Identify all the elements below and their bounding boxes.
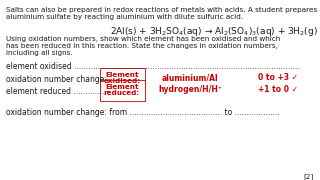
Text: element oxidised ...............................................................: element oxidised .......................… — [6, 62, 300, 71]
Text: including all signs.: including all signs. — [6, 50, 73, 56]
Text: Element: Element — [105, 84, 139, 90]
Text: element reduced ...............: element reduced ............... — [6, 87, 109, 96]
Text: Using oxidation numbers, show which element has been oxidised and which: Using oxidation numbers, show which elem… — [6, 36, 280, 42]
Text: aluminium sulfate by reacting aluminium with dilute sulfuric acid.: aluminium sulfate by reacting aluminium … — [6, 14, 243, 20]
Text: oxidation number change: from ....................................... to .......: oxidation number change: from ..........… — [6, 108, 280, 117]
Text: has been reduced in this reaction. State the changes in oxidation numbers,: has been reduced in this reaction. State… — [6, 43, 278, 49]
Text: Element: Element — [105, 72, 139, 78]
Text: oxidised:: oxidised: — [103, 78, 140, 84]
Text: reduced:: reduced: — [104, 90, 140, 96]
Text: Salts can also be prepared in redox reactions of metals with acids. A student pr: Salts can also be prepared in redox reac… — [6, 7, 320, 13]
Text: aluminium/Al: aluminium/Al — [162, 73, 218, 82]
Text: +1 to 0 ✓: +1 to 0 ✓ — [258, 86, 298, 94]
Text: oxidation number change:: oxidation number change: — [6, 75, 107, 84]
FancyBboxPatch shape — [100, 80, 145, 100]
Text: 2Al(s) + 3H$_2$SO$_4$(aq) → Al$_2$(SO$_4$)$_3$(aq) + 3H$_2$(g): 2Al(s) + 3H$_2$SO$_4$(aq) → Al$_2$(SO$_4… — [110, 25, 318, 38]
Text: hydrogen/H/H⁺: hydrogen/H/H⁺ — [158, 86, 222, 94]
FancyBboxPatch shape — [100, 68, 145, 89]
Text: 0 to +3 ✓: 0 to +3 ✓ — [258, 73, 298, 82]
Text: [2]: [2] — [304, 173, 314, 180]
